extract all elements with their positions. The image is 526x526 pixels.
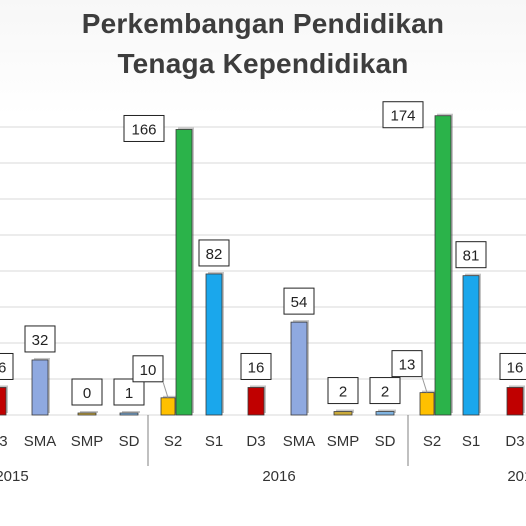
category-label: S2 [423,433,441,450]
bar [0,387,7,416]
category-label: D3 [0,433,8,450]
data-label-leader [162,381,169,398]
bar [290,321,308,416]
data-label-box [391,350,423,378]
data-label-box [113,378,145,406]
data-label: 174 [390,108,415,125]
data-label: 2 [381,384,389,401]
data-label-box [123,114,165,142]
data-label: 1 [125,385,133,402]
category-label: SD [119,433,140,450]
category-label: S2 [164,433,182,450]
bar [31,359,49,416]
data-label-box [369,377,401,405]
data-label-box [240,352,272,380]
data-label: 0 [83,385,91,402]
bar [175,129,193,416]
data-label-box [382,101,424,129]
bar [506,387,524,416]
data-label-box [455,241,487,269]
bar-shadow [122,411,140,413]
data-label: 16 [0,359,6,376]
data-label-box [132,355,164,383]
chart-title: Perkembangan Pendidikan Tenaga Kependidi… [0,4,526,84]
data-label-box [71,378,103,406]
category-label: D3 [505,433,524,450]
bar [419,392,435,416]
bar [462,275,480,416]
bar [119,412,139,416]
data-label: 16 [507,359,524,376]
data-label: 2 [339,384,347,401]
year-label: 2017 [507,468,526,485]
bar [375,411,395,416]
category-label: SMP [71,433,104,450]
bar [205,273,223,416]
category-label: SMA [24,433,57,450]
year-label: 2015 [0,468,29,485]
data-label-box [283,287,315,315]
category-label: D3 [246,433,265,450]
data-label-box [327,377,359,405]
data-label-box [499,352,526,380]
data-label: 16 [248,359,265,376]
data-label: 54 [291,294,308,311]
chart-title-line-1: Perkembangan Pendidikan [81,8,445,39]
data-label: 13 [399,357,416,374]
year-label: 2016 [262,468,295,485]
data-label-box [198,239,230,267]
bar [434,115,452,416]
data-label: 82 [206,246,223,263]
category-label: S1 [462,433,480,450]
bar [77,412,97,416]
data-label-box [0,352,14,380]
bar [247,387,265,416]
bar-shadow [80,411,98,413]
data-label: 32 [32,332,49,349]
data-label: 166 [131,121,156,138]
category-label: SMP [327,433,360,450]
chart-title-line-2: Tenaga Kependidikan [117,48,409,79]
data-label-box [24,325,56,353]
category-label: SMA [283,433,316,450]
bar [160,397,176,416]
data-label: 81 [463,248,480,265]
data-label-leader [421,376,428,393]
bar [333,411,353,416]
category-label: S1 [205,433,223,450]
category-label: SD [375,433,396,450]
data-label: 10 [140,362,157,379]
